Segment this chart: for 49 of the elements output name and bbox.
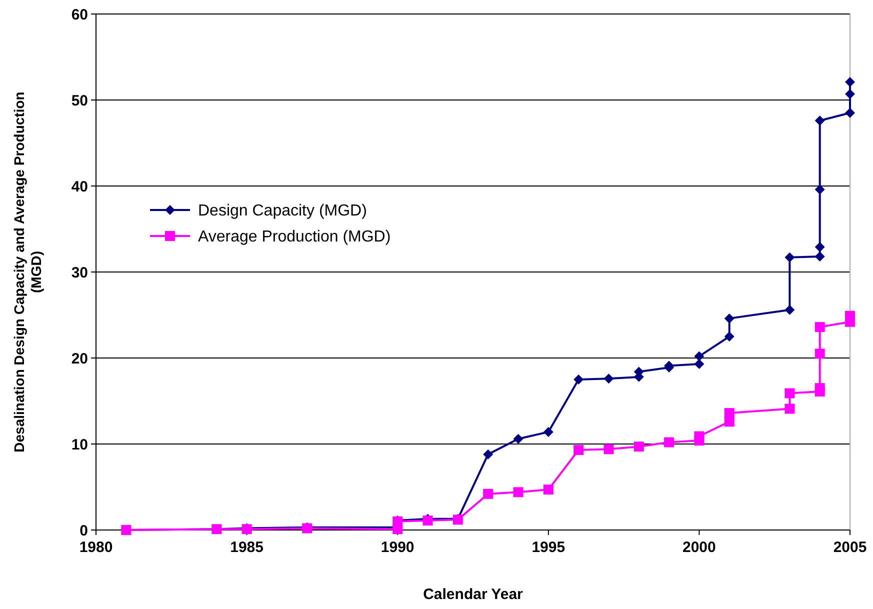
point bbox=[814, 383, 825, 394]
x-tick-label: 1980 bbox=[79, 539, 113, 556]
x-tick-label: 1995 bbox=[532, 539, 566, 556]
legend-label: Average Production (MGD) bbox=[198, 228, 391, 246]
point bbox=[814, 252, 825, 262]
point bbox=[513, 487, 524, 498]
point bbox=[634, 442, 644, 452]
point bbox=[784, 304, 795, 315]
point bbox=[814, 116, 825, 126]
point bbox=[604, 444, 614, 454]
point bbox=[574, 445, 584, 456]
y-tick-label: 10 bbox=[71, 436, 88, 454]
y-tick-label: 0 bbox=[80, 522, 88, 540]
x-axis-title: Calendar Year bbox=[423, 586, 524, 603]
point bbox=[724, 313, 734, 324]
point bbox=[694, 431, 704, 442]
y-tick-label: 60 bbox=[71, 6, 88, 24]
point bbox=[664, 437, 674, 448]
point bbox=[483, 449, 494, 460]
y-tick-label: 20 bbox=[71, 350, 88, 368]
point bbox=[814, 322, 825, 332]
point bbox=[784, 388, 795, 398]
y-axis-title: Desalination Design Capacity and Average Production (MGD) bbox=[11, 92, 44, 452]
y-tick-label: 40 bbox=[71, 178, 88, 196]
y-tick-label: 30 bbox=[71, 264, 88, 282]
point bbox=[814, 184, 825, 194]
point bbox=[574, 374, 584, 384]
point bbox=[845, 108, 855, 118]
point bbox=[845, 88, 855, 99]
x-tick-label: 2000 bbox=[682, 539, 716, 556]
point bbox=[543, 484, 554, 495]
point bbox=[784, 404, 795, 414]
point bbox=[724, 408, 734, 418]
x-tick-label: 1985 bbox=[230, 539, 264, 556]
point bbox=[543, 426, 554, 437]
point bbox=[513, 434, 524, 444]
point bbox=[845, 76, 855, 87]
point bbox=[483, 488, 494, 499]
point bbox=[604, 374, 614, 384]
x-tick-label: 2005 bbox=[833, 539, 867, 556]
y-tick-label: 50 bbox=[71, 92, 88, 110]
point bbox=[724, 332, 734, 342]
legend-label: Design Capacity (MGD) bbox=[198, 202, 367, 220]
point bbox=[694, 359, 704, 370]
x-tick-label: 1990 bbox=[380, 539, 414, 556]
point bbox=[814, 242, 825, 252]
point bbox=[814, 348, 825, 359]
point bbox=[694, 351, 704, 362]
point bbox=[784, 252, 795, 262]
